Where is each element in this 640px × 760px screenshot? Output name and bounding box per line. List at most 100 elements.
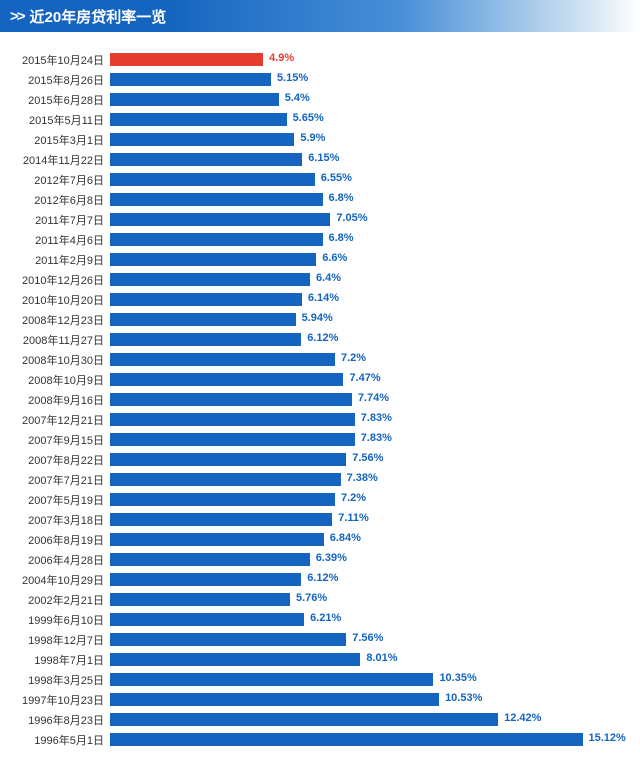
value-label: 10.53% bbox=[439, 692, 482, 704]
bar-row: 2012年7月6日6.55% bbox=[0, 170, 620, 189]
y-axis-label: 2007年12月21日 bbox=[0, 412, 110, 428]
bar-row: 1998年12月7日7.56% bbox=[0, 630, 620, 649]
bar bbox=[110, 613, 304, 626]
y-axis-label: 1998年12月7日 bbox=[0, 632, 110, 648]
y-axis-label: 2015年6月28日 bbox=[0, 92, 110, 108]
value-label: 6.8% bbox=[323, 192, 354, 204]
bar-track: 6.21% bbox=[110, 613, 620, 626]
bar bbox=[110, 313, 296, 326]
bar-track: 7.56% bbox=[110, 453, 620, 466]
bar-track: 6.12% bbox=[110, 333, 620, 346]
bar bbox=[110, 153, 302, 166]
bar-track: 7.38% bbox=[110, 473, 620, 486]
bar-track: 6.84% bbox=[110, 533, 620, 546]
bar-row: 2015年10月24日 4.9% bbox=[0, 50, 620, 69]
value-label: 7.2% bbox=[335, 352, 366, 364]
value-label: 5.15% bbox=[271, 72, 308, 84]
bar-track: 10.35% bbox=[110, 673, 620, 686]
value-label: 6.14% bbox=[302, 292, 339, 304]
y-axis-label: 2007年7月21日 bbox=[0, 472, 110, 488]
bar-row: 2004年10月29日6.12% bbox=[0, 570, 620, 589]
value-label: 6.4% bbox=[310, 272, 341, 284]
value-label: 7.2% bbox=[335, 492, 366, 504]
value-label: 7.11% bbox=[332, 512, 369, 524]
value-label: 6.21% bbox=[304, 612, 341, 624]
bar-row: 2014年11月22日 6.15% bbox=[0, 150, 620, 169]
bar-track: 7.2% bbox=[110, 493, 620, 506]
y-axis-label: 2015年10月24日 bbox=[0, 52, 110, 68]
bar-track: 6.6% bbox=[110, 253, 620, 266]
y-axis-label: 1999年6月10日 bbox=[0, 612, 110, 628]
bar-row: 2007年12月21日 7.83% bbox=[0, 410, 620, 429]
bar bbox=[110, 433, 355, 446]
value-label: 7.74% bbox=[352, 392, 389, 404]
bar-row: 2011年2月9日6.6% bbox=[0, 250, 620, 269]
value-label: 5.4% bbox=[279, 92, 310, 104]
bar-chart: 2015年10月24日 4.9% 2015年8月26日 5.15% 2015年6月28日… bbox=[0, 32, 640, 760]
y-axis-label: 1998年3月25日 bbox=[0, 672, 110, 688]
bar-row: 1998年7月1日8.01% bbox=[0, 650, 620, 669]
header-chevron-icon: >> bbox=[10, 8, 24, 25]
y-axis-label: 2011年2月9日 bbox=[0, 252, 110, 268]
bar-row: 2015年5月11日5.65% bbox=[0, 110, 620, 129]
bar bbox=[110, 453, 346, 466]
bar-row: 2007年8月22日 7.56% bbox=[0, 450, 620, 469]
y-axis-label: 2007年8月22日 bbox=[0, 452, 110, 468]
y-axis-label: 2011年7月7日 bbox=[0, 212, 110, 228]
bar bbox=[110, 273, 310, 286]
value-label: 4.9% bbox=[263, 52, 294, 64]
bar bbox=[110, 653, 360, 666]
bar-track: 5.94% bbox=[110, 313, 620, 326]
y-axis-label: 2007年5月19日 bbox=[0, 492, 110, 508]
header-gradient bbox=[170, 0, 640, 32]
bar-track: 6.4% bbox=[110, 273, 620, 286]
y-axis-label: 2015年8月26日 bbox=[0, 72, 110, 88]
bar bbox=[110, 553, 310, 566]
bar-track: 6.39% bbox=[110, 553, 620, 566]
bar-row: 2015年8月26日 5.15% bbox=[0, 70, 620, 89]
bar-row: 1999年6月10日 6.21% bbox=[0, 610, 620, 629]
value-label: 15.12% bbox=[583, 732, 626, 744]
bar-row: 2007年5月19日 7.2% bbox=[0, 490, 620, 509]
value-label: 6.15% bbox=[302, 152, 339, 164]
y-axis-label: 2011年4月6日 bbox=[0, 232, 110, 248]
bar bbox=[110, 213, 330, 226]
bar-row: 2015年6月28日 5.4% bbox=[0, 90, 620, 109]
value-label: 7.83% bbox=[355, 432, 392, 444]
bar bbox=[110, 113, 287, 126]
bar-row: 2010年10月20日6.14% bbox=[0, 290, 620, 309]
bar bbox=[110, 393, 352, 406]
y-axis-label: 2014年11月22日 bbox=[0, 152, 110, 168]
value-label: 6.12% bbox=[301, 332, 338, 344]
y-axis-label: 2006年8月19日 bbox=[0, 532, 110, 548]
value-label: 5.9% bbox=[294, 132, 325, 144]
bar-track: 7.05% bbox=[110, 213, 620, 226]
value-label: 7.56% bbox=[346, 452, 383, 464]
bar-track: 15.12% bbox=[110, 733, 620, 746]
y-axis-label: 1997年10月23日 bbox=[0, 692, 110, 708]
value-label: 7.83% bbox=[355, 412, 392, 424]
bar-row: 2008年10月9日7.47% bbox=[0, 370, 620, 389]
y-axis-label: 2007年3月18日 bbox=[0, 512, 110, 528]
bar-track: 5.4% bbox=[110, 93, 620, 106]
bar-row: 2008年9月16日7.74% bbox=[0, 390, 620, 409]
bar bbox=[110, 233, 323, 246]
bar bbox=[110, 173, 315, 186]
value-label: 6.8% bbox=[323, 232, 354, 244]
bar-track: 7.2% bbox=[110, 353, 620, 366]
bar bbox=[110, 673, 433, 686]
bar-track: 7.56% bbox=[110, 633, 620, 646]
chart-title: 近20年房贷利率一览 bbox=[30, 6, 167, 27]
bar bbox=[110, 333, 301, 346]
bar-row: 1996年8月23日12.42% bbox=[0, 710, 620, 729]
value-label: 5.76% bbox=[290, 592, 327, 604]
bar-track: 6.55% bbox=[110, 173, 620, 186]
bar bbox=[110, 533, 324, 546]
value-label: 7.05% bbox=[330, 212, 367, 224]
bar-row: 2008年10月30日7.2% bbox=[0, 350, 620, 369]
bar-row: 2002年2月21日5.76% bbox=[0, 590, 620, 609]
bar-track: 7.11% bbox=[110, 513, 620, 526]
value-label: 6.39% bbox=[310, 552, 347, 564]
bar bbox=[110, 73, 271, 86]
chart-header: >> 近20年房贷利率一览 bbox=[0, 0, 640, 32]
